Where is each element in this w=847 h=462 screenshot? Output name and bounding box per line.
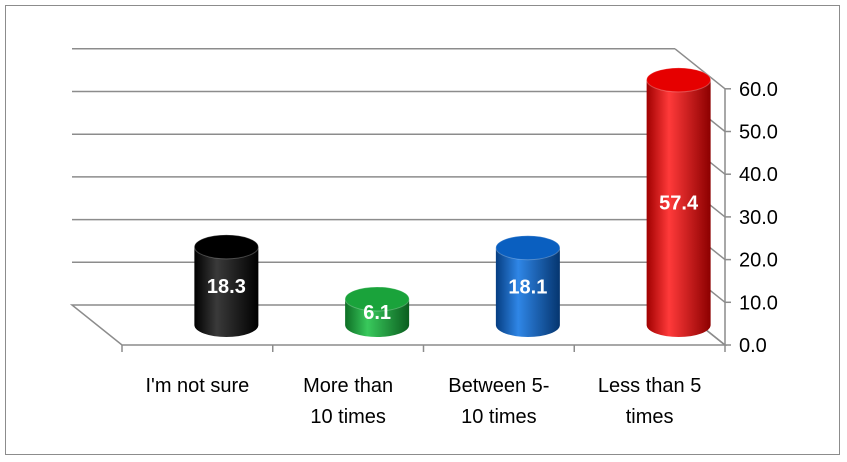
category-label: Less than 5 [598, 375, 701, 397]
y-tick-label: 50.0 [739, 122, 778, 144]
bar-layer [193, 67, 712, 337]
category-label: More than [303, 375, 393, 397]
y-tick-label: 20.0 [739, 250, 778, 272]
cylinder-top [193, 234, 259, 260]
cylinder-bar [193, 234, 259, 337]
category-label: 10 times [461, 406, 537, 428]
cylinder-body [495, 247, 560, 337]
y-tick-label: 10.0 [739, 292, 778, 314]
axis-layer: 0.0 10.0 20.0 30.0 40.0 50.0 60.0 [121, 79, 778, 357]
data-label: 18.1 [508, 276, 547, 298]
category-label: I'm not sure [145, 375, 249, 397]
cylinder-bar [344, 286, 410, 337]
data-label: 57.4 [659, 192, 699, 214]
cylinder-body [646, 79, 711, 337]
y-tick-label: 40.0 [739, 164, 778, 186]
data-label: 18.3 [207, 276, 246, 298]
cylinder-top [646, 67, 712, 93]
gridline-depth [674, 48, 726, 90]
category-label: times [626, 406, 674, 428]
label-layer: 18.3 I'm not sure 6.1 More than 10 times 18.1… [145, 192, 701, 428]
y-tick-label: 60.0 [739, 79, 778, 101]
cylinder-bar [646, 67, 712, 337]
cylinder-top [344, 286, 410, 312]
category-label: Between 5- [448, 375, 549, 397]
data-label: 6.1 [363, 302, 391, 324]
cylinder-body [194, 246, 259, 337]
y-tick-label: 0.0 [739, 335, 767, 357]
y-tick-label: 30.0 [739, 207, 778, 229]
cylinder-bar [495, 235, 561, 337]
category-label: 10 times [310, 406, 386, 428]
cylinder-top [495, 235, 561, 261]
